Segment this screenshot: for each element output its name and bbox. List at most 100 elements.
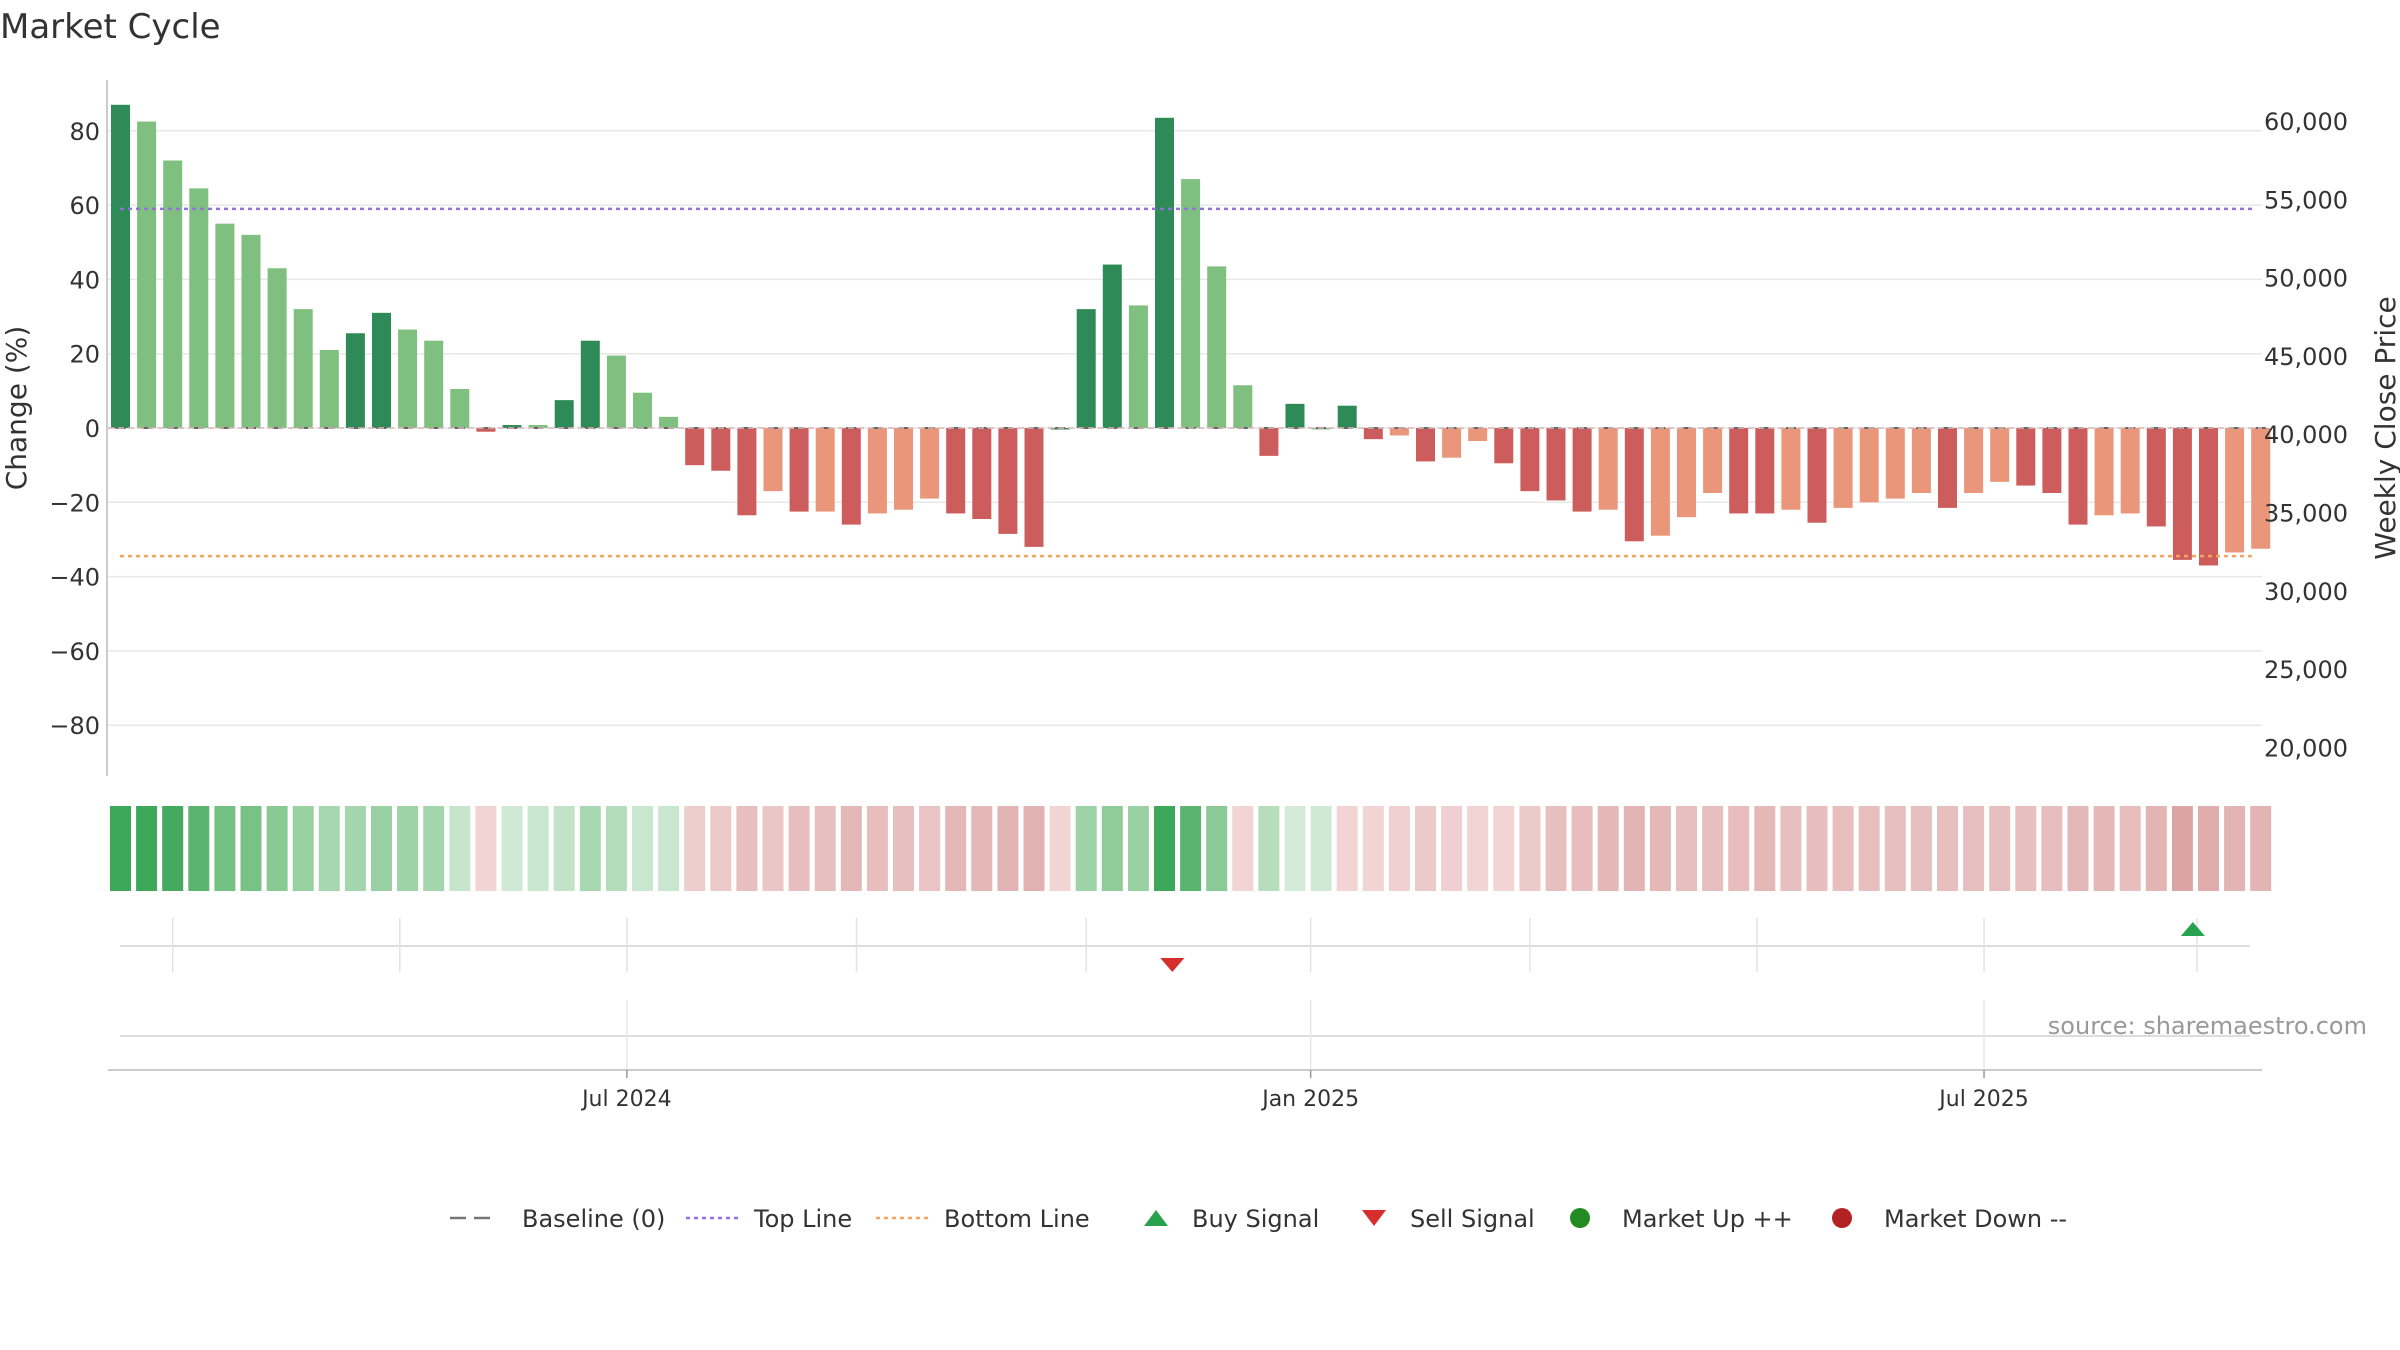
legend: Baseline (0) Top Line Bottom Line Buy Signa… <box>450 1205 2067 1233</box>
bar <box>2172 428 2192 560</box>
strength-cell <box>2093 806 2115 891</box>
strength-cell <box>945 806 967 891</box>
bar <box>711 428 731 471</box>
legend-label: Market Down -- <box>1884 1205 2067 1233</box>
bar <box>1546 428 1566 501</box>
x-tick-label: Jan 2025 <box>1260 1087 1359 1112</box>
bar <box>1442 428 1462 458</box>
reference-lines <box>108 207 2266 558</box>
strength-cell <box>292 806 314 891</box>
strength-cell <box>1989 806 2011 891</box>
bar <box>1181 179 1201 428</box>
bar <box>163 160 183 428</box>
y2-tick-label: 55,000 <box>2264 186 2348 214</box>
bar <box>1859 428 1879 503</box>
y-tick-label: 0 <box>85 415 100 443</box>
bar <box>1024 428 1044 547</box>
x-tick-label: Jul 2025 <box>1937 1087 2029 1112</box>
bar <box>2042 428 2062 494</box>
y-tick-label: −60 <box>49 638 100 666</box>
strength-cell <box>1780 806 1802 891</box>
y-tick-label: −80 <box>49 712 100 740</box>
legend-item: Market Up ++ <box>1570 1205 1793 1233</box>
strength-cell <box>2224 806 2246 891</box>
strength-cell <box>605 806 627 891</box>
bar <box>659 416 679 428</box>
legend-item: Market Down -- <box>1832 1205 2067 1233</box>
bar <box>737 428 757 516</box>
bar <box>1624 428 1644 542</box>
bar <box>841 428 861 525</box>
strength-cell <box>214 806 236 891</box>
strength-cell <box>1441 806 1463 891</box>
axis-layer: 80 60 40 20 0 −20 −40 −60 −80 60,000 55,000 50,000 4… <box>49 80 2348 776</box>
y-tick-label: 40 <box>69 266 100 294</box>
strength-cell <box>1963 806 1985 891</box>
strength-cell <box>788 806 810 891</box>
bar <box>2120 428 2140 514</box>
strength-cell <box>632 806 653 891</box>
strength-cell <box>371 806 392 891</box>
bar <box>1285 403 1305 428</box>
strength-cell <box>1415 806 1436 891</box>
strength-cell <box>1180 806 1202 891</box>
bar <box>2251 428 2271 549</box>
bar <box>1128 305 1148 428</box>
strength-cell <box>188 806 210 891</box>
bar <box>1572 428 1592 512</box>
bottom-panel: Jul 2024 Jan 2025 Jul 2025 <box>108 1000 2262 1112</box>
strength-cell <box>2198 806 2219 891</box>
strength-cell <box>1754 806 1776 891</box>
bar <box>946 428 966 514</box>
bar <box>554 400 574 428</box>
strength-cell <box>2041 806 2063 891</box>
bar <box>1807 428 1827 523</box>
bar <box>293 309 313 428</box>
y-tick-label: 60 <box>69 192 100 220</box>
bar-layer <box>111 104 2271 566</box>
strength-cell <box>1362 806 1384 891</box>
y2-tick-label: 30,000 <box>2264 578 2348 606</box>
bar <box>1964 428 1984 494</box>
y-tick-label: 20 <box>69 341 100 369</box>
strength-cell <box>1597 806 1619 891</box>
strength-cell <box>2171 806 2193 891</box>
strength-cell <box>501 806 523 891</box>
bar <box>215 223 235 428</box>
bar <box>1259 428 1279 456</box>
strength-cell <box>1154 806 1175 891</box>
strength-cell <box>1937 806 1958 891</box>
strength-cell <box>1388 806 1410 891</box>
y2-tick-label: 50,000 <box>2264 265 2348 293</box>
strength-cell <box>1571 806 1593 891</box>
strength-cell <box>1049 806 1071 891</box>
strength-cell <box>110 806 131 891</box>
bar <box>345 333 365 428</box>
bar <box>2094 428 2114 516</box>
bar <box>189 188 209 428</box>
strength-cell <box>2250 806 2272 891</box>
y-tick-label: 80 <box>69 118 100 146</box>
bar <box>2068 428 2088 525</box>
bar <box>1468 428 1488 442</box>
y2-axis-label: Weekly Close Price <box>2369 296 2400 559</box>
y2-tick-label: 20,000 <box>2264 734 2348 762</box>
strength-cell <box>1101 806 1123 891</box>
bar <box>894 428 913 510</box>
buy-signal-marker <box>2180 922 2205 936</box>
strength-cell <box>658 806 680 891</box>
legend-item: Top Line <box>686 1205 852 1233</box>
strength-cell <box>1075 806 1097 891</box>
bar <box>685 428 705 466</box>
legend-label: Market Up ++ <box>1622 1205 1793 1233</box>
strength-cell <box>579 806 601 891</box>
strength-cell <box>1806 806 1828 891</box>
bar <box>1885 428 1905 499</box>
bar <box>372 312 391 428</box>
legend-label: Buy Signal <box>1192 1205 1319 1233</box>
legend-swatch-sell-triangle <box>1362 1210 1386 1226</box>
strength-cell <box>136 806 158 891</box>
strength-cell <box>1728 806 1750 891</box>
y2-tick-label: 45,000 <box>2264 343 2348 371</box>
